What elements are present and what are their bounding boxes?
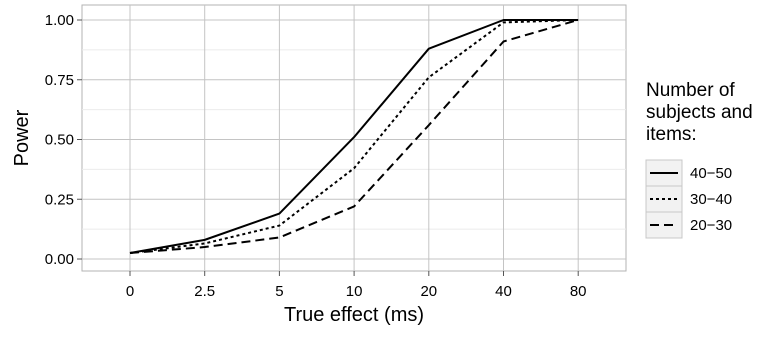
x-tick-label: 80	[570, 283, 587, 300]
x-tick-label: 0	[126, 283, 134, 300]
y-tick-label: 0.00	[45, 251, 74, 268]
x-tick-label: 5	[275, 283, 283, 300]
x-axis-ticks: 0 2.5 5 10 20 40 80	[126, 271, 587, 300]
legend-label: 20−30	[690, 217, 732, 234]
legend: Number of subjects and items: 40−50 30−40…	[646, 80, 753, 238]
x-axis-title: True effect (ms)	[284, 304, 424, 326]
y-axis-ticks: 0.00 0.25 0.50 0.75 1.00	[45, 12, 82, 268]
x-tick-label: 2.5	[194, 283, 215, 300]
legend-title-line-2: subjects and	[646, 102, 753, 123]
x-tick-label: 20	[420, 283, 437, 300]
x-tick-label: 40	[495, 283, 512, 300]
legend-title-line-3: items:	[646, 124, 697, 145]
legend-label: 30−40	[690, 191, 732, 208]
legend-label: 40−50	[690, 165, 732, 182]
x-tick-label: 10	[346, 283, 363, 300]
y-tick-label: 0.25	[45, 191, 74, 208]
y-tick-label: 0.75	[45, 72, 74, 89]
y-axis-title: Power	[11, 109, 33, 166]
legend-title-line-1: Number of	[646, 80, 735, 101]
y-tick-label: 1.00	[45, 12, 74, 29]
legend-entries: 40−50 30−40 20−30	[646, 160, 732, 238]
y-tick-label: 0.50	[45, 132, 74, 149]
